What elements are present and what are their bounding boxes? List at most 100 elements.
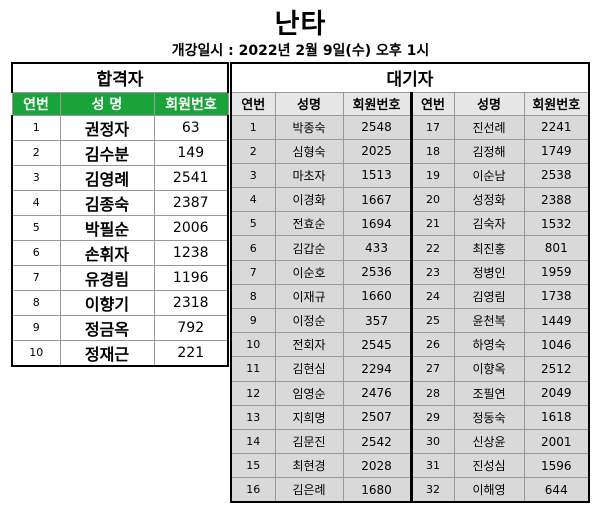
- member-number: 644: [523, 477, 590, 504]
- member-number: 2507: [342, 404, 413, 430]
- member-name: 이향기: [59, 289, 155, 316]
- column-header: 회원번호: [153, 91, 229, 116]
- member-name: 김종숙: [59, 189, 155, 216]
- column-header: 회원번호: [523, 91, 590, 116]
- member-number: 357: [342, 307, 413, 334]
- row-number: 31: [410, 453, 455, 479]
- table-row: 7 이순호 2536 23 정병인 1959: [230, 259, 590, 285]
- member-name: 정금옥: [59, 314, 155, 341]
- table-row: 10 전회자 2545 26 하영숙 1046: [230, 332, 590, 358]
- member-name: 이해영: [453, 477, 525, 504]
- member-number: 2025: [342, 138, 413, 164]
- row-number: 13: [230, 404, 276, 430]
- member-name: 이향옥: [453, 356, 525, 382]
- row-number: 30: [410, 428, 455, 455]
- row-number: 10: [11, 339, 61, 367]
- table-row: 3 마초자 1513 19 이순남 2538: [230, 162, 590, 189]
- member-number: 221: [153, 339, 229, 367]
- member-number: 1618: [523, 404, 590, 430]
- member-name: 전회자: [274, 332, 344, 358]
- member-number: 1596: [523, 453, 590, 479]
- member-name: 신상윤: [453, 428, 525, 455]
- member-name: 박종숙: [274, 114, 344, 140]
- table-row: 1 권정자 63: [11, 114, 229, 141]
- table-row: 3 김영례 2541: [11, 164, 229, 191]
- row-number: 2: [230, 138, 276, 164]
- member-number: 1667: [342, 187, 413, 213]
- table-row: 7 유경림 1196: [11, 264, 229, 291]
- member-number: 801: [523, 235, 590, 261]
- member-number: 1532: [523, 211, 590, 237]
- row-number: 14: [230, 428, 276, 455]
- row-number: 2: [11, 139, 61, 166]
- member-number: 2512: [523, 356, 590, 382]
- table-row: 9 이정순 357 25 윤천복 1449: [230, 307, 590, 334]
- member-number: 2028: [342, 453, 413, 479]
- row-number: 11: [230, 356, 276, 382]
- column-header: 성명: [274, 91, 344, 116]
- table-row: 4 김종숙 2387: [11, 189, 229, 216]
- row-number: 9: [230, 307, 276, 334]
- member-number: 2387: [153, 189, 229, 216]
- page-title: 난타: [274, 9, 327, 40]
- member-name: 이재규: [274, 283, 344, 310]
- member-number: 2536: [342, 259, 413, 285]
- member-name: 정동숙: [453, 404, 525, 430]
- member-number: 63: [153, 114, 229, 141]
- table-row: 1 박종숙 2548 17 진선례 2241: [230, 114, 590, 140]
- member-number: 1449: [523, 307, 590, 334]
- member-name: 이순남: [453, 162, 525, 189]
- member-number: 2541: [153, 164, 229, 191]
- row-number: 28: [410, 380, 455, 406]
- row-number: 17: [410, 114, 455, 140]
- passed-table: 합격자 연번 성 명 회원번호 1 권정자 63 2 김수분 149 3 김영례 2541 4 김종…: [11, 62, 229, 367]
- row-number: 7: [11, 264, 61, 291]
- member-number: 433: [342, 235, 413, 261]
- member-name: 성정화: [453, 187, 525, 213]
- member-name: 이순호: [274, 259, 344, 285]
- member-number: 1959: [523, 259, 590, 285]
- row-number: 18: [410, 138, 455, 164]
- member-number: 1660: [342, 283, 413, 310]
- member-number: 1694: [342, 211, 413, 237]
- member-name: 마초자: [274, 162, 344, 189]
- member-name: 김영림: [453, 283, 525, 310]
- passed-heading: 합격자: [11, 62, 229, 93]
- member-name: 김갑순: [274, 235, 344, 261]
- member-number: 2388: [523, 187, 590, 213]
- member-number: 1513: [342, 162, 413, 189]
- member-number: 1238: [153, 239, 229, 266]
- member-number: 1046: [523, 332, 590, 358]
- member-name: 전효순: [274, 211, 344, 237]
- member-name: 김정해: [453, 138, 525, 164]
- member-name: 임영순: [274, 380, 344, 406]
- row-number: 22: [410, 235, 455, 261]
- member-number: 2241: [523, 114, 590, 140]
- table-row: 12 임영순 2476 28 조필연 2049: [230, 380, 590, 406]
- row-number: 24: [410, 283, 455, 310]
- member-name: 김숙자: [453, 211, 525, 237]
- member-name: 진성심: [453, 453, 525, 479]
- member-number: 2294: [342, 356, 413, 382]
- row-number: 5: [230, 211, 276, 237]
- row-number: 25: [410, 307, 455, 334]
- member-number: 1196: [153, 264, 229, 291]
- row-number: 3: [11, 164, 61, 191]
- table-row: 2 김수분 149: [11, 139, 229, 166]
- row-number: 23: [410, 259, 455, 285]
- member-number: 2538: [523, 162, 590, 189]
- member-number: 1749: [523, 138, 590, 164]
- member-name: 이정순: [274, 307, 344, 334]
- row-number: 12: [230, 380, 276, 406]
- member-name: 유경림: [59, 264, 155, 291]
- row-number: 4: [11, 189, 61, 216]
- member-name: 김수분: [59, 139, 155, 166]
- row-number: 32: [410, 477, 455, 504]
- member-name: 김은례: [274, 477, 344, 504]
- member-name: 하영숙: [453, 332, 525, 358]
- member-number: 149: [153, 139, 229, 166]
- row-number: 4: [230, 187, 276, 213]
- table-row: 16 김은례 1680 32 이해영 644: [230, 477, 590, 504]
- column-header: 연번: [410, 91, 455, 116]
- row-number: 27: [410, 356, 455, 382]
